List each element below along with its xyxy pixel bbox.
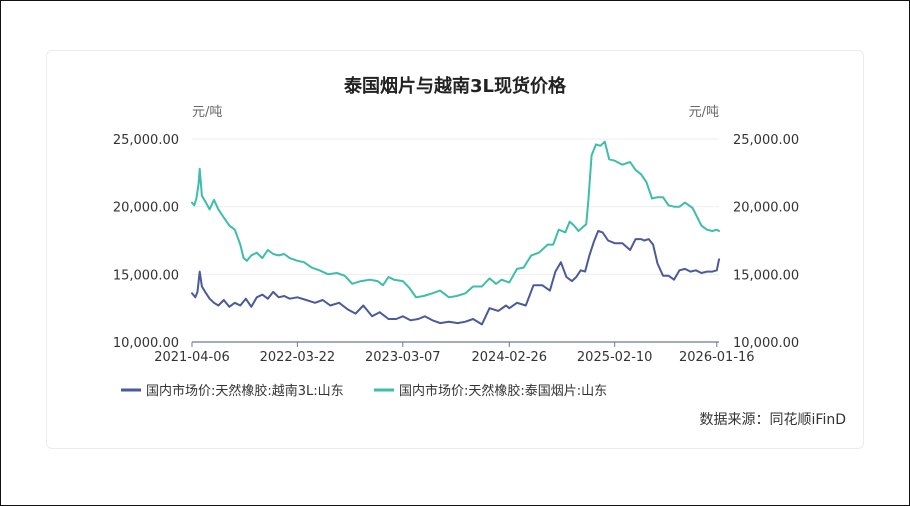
series-line-1 <box>191 230 720 326</box>
x-tick-label: 2025-02-10 <box>577 350 653 365</box>
x-tick-label: 2023-03-07 <box>365 350 441 365</box>
y-axis-left: 10,000.00 15,000.00 20,000.00 25,000.00 <box>113 133 179 351</box>
x-tick-label: 2022-03-22 <box>260 350 336 365</box>
x-tick-label: 2024-02-26 <box>472 350 548 365</box>
x-axis: 2021-04-06 2022-03-22 2023-03-07 2024-02-26… <box>154 342 755 365</box>
y-tick-label-right: 20,000.00 <box>733 201 799 216</box>
y-tick-label-left: 20,000.00 <box>113 201 179 216</box>
series-line-2 <box>191 140 720 299</box>
source-label: 数据来源：同花顺iFinD <box>700 412 846 428</box>
y-tick-label-right: 25,000.00 <box>733 133 799 148</box>
y-tick-label-right: 10,000.00 <box>733 336 799 351</box>
legend-label-1: 国内市场价:天然橡胶:越南3L:山东 <box>146 383 344 399</box>
legend: 国内市场价:天然橡胶:越南3L:山东 国内市场价:天然橡胶:泰国烟片:山东 <box>121 383 607 399</box>
y-axis-unit-right: 元/吨 <box>689 105 719 120</box>
y-tick-label-left: 10,000.00 <box>113 336 179 351</box>
y-tick-label-left: 25,000.00 <box>113 133 179 148</box>
x-tick-label: 2021-04-06 <box>154 350 230 365</box>
x-tick-label: 2026-01-16 <box>679 350 755 365</box>
y-axis-right: 10,000.00 15,000.00 20,000.00 25,000.00 <box>733 133 799 351</box>
chart-card <box>46 50 864 449</box>
series-group <box>191 140 720 326</box>
y-axis-unit-left: 元/吨 <box>192 105 222 120</box>
y-tick-label-right: 15,000.00 <box>733 268 799 283</box>
grid-lines <box>192 138 719 343</box>
chart-title: 泰国烟片与越南3L现货价格 <box>343 75 567 97</box>
legend-label-2: 国内市场价:天然橡胶:泰国烟片:山东 <box>399 383 607 399</box>
y-tick-label-left: 15,000.00 <box>113 268 179 283</box>
